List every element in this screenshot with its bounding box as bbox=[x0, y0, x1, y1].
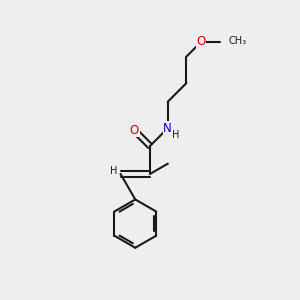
Text: O: O bbox=[130, 124, 139, 137]
Text: N: N bbox=[163, 122, 172, 135]
Text: O: O bbox=[196, 35, 206, 49]
Text: H: H bbox=[172, 130, 180, 140]
Text: CH₃: CH₃ bbox=[228, 36, 247, 46]
Text: H: H bbox=[110, 166, 117, 176]
